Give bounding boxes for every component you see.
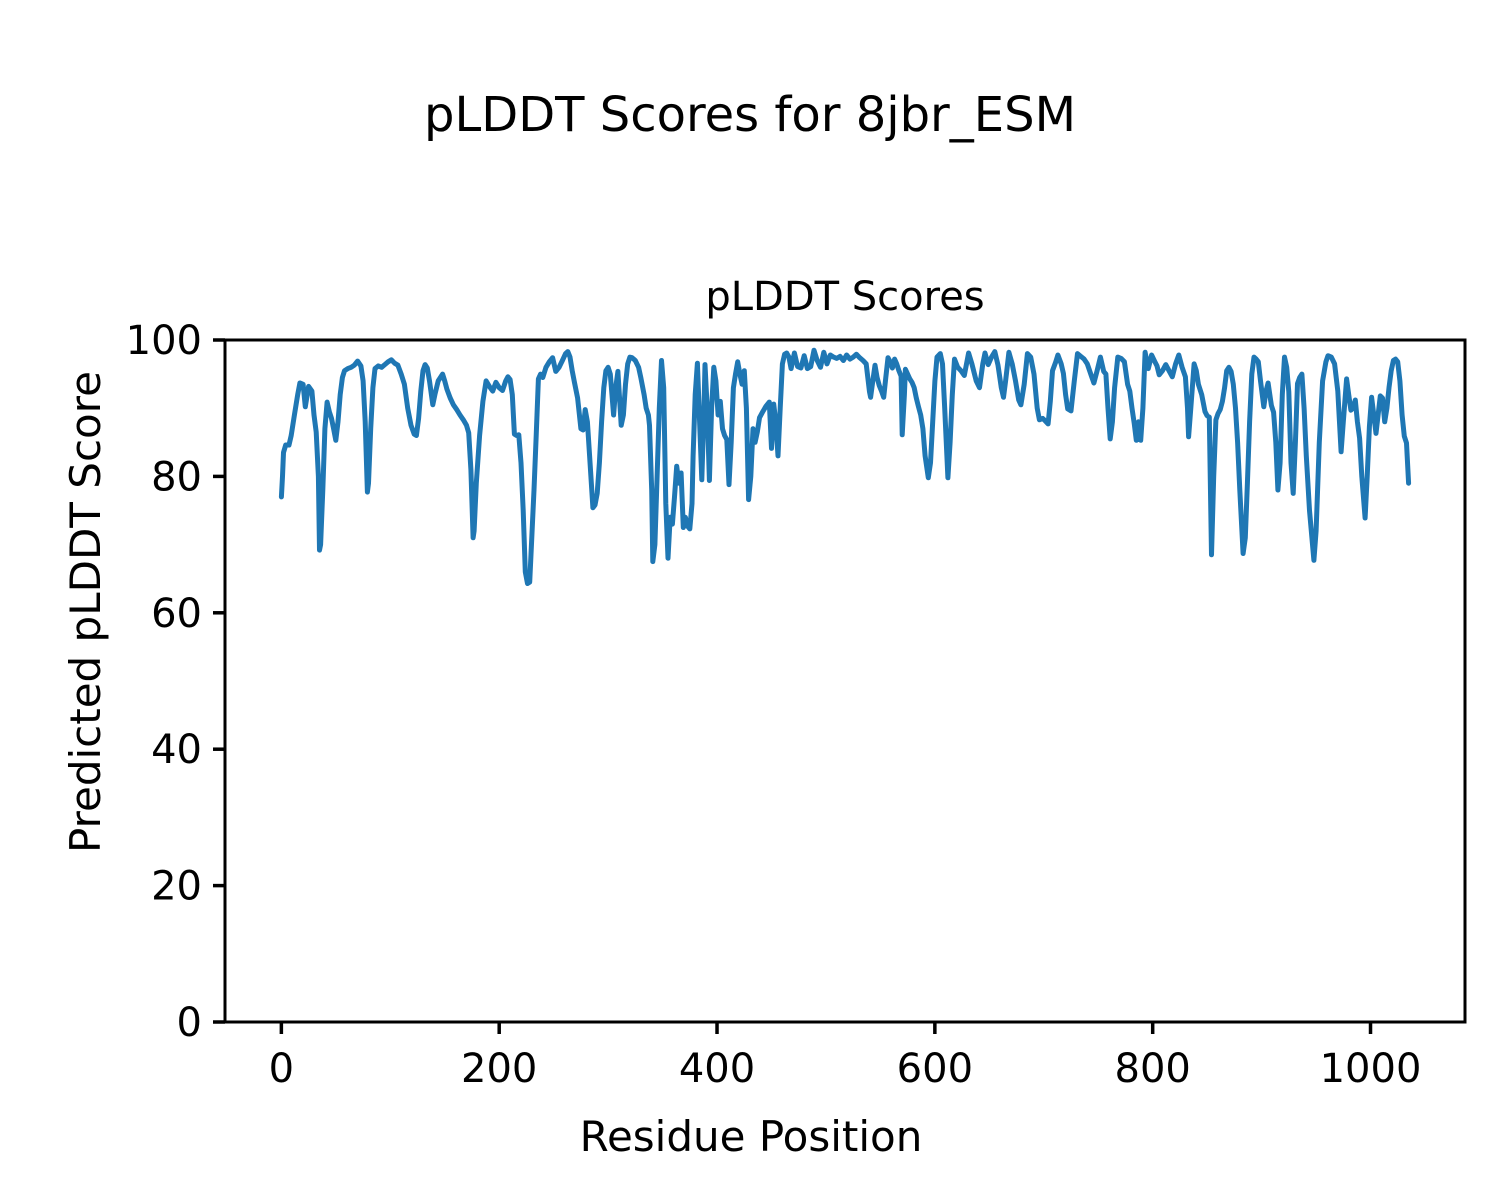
x-tick-label: 200 [461, 1046, 537, 1092]
x-axis-label: Residue Position [579, 1112, 923, 1161]
x-tick-label: 600 [897, 1046, 973, 1092]
axes-title: pLDDT Scores [705, 274, 985, 320]
y-tick-label: 20 [151, 864, 202, 910]
figure-title: pLDDT Scores for 8jbr_ESM [424, 87, 1076, 143]
axes-frame [223, 338, 1467, 1024]
x-tick-label: 400 [679, 1046, 755, 1092]
x-tick-label: 800 [1115, 1046, 1191, 1092]
y-tick-label: 100 [126, 318, 202, 364]
x-tick-label: 0 [269, 1046, 294, 1092]
y-tick-label: 0 [177, 1000, 202, 1046]
y-tick-label: 60 [151, 591, 202, 637]
y-tick-label: 40 [151, 727, 202, 773]
plddt-line [278, 347, 1412, 586]
y-tick-label: 80 [151, 454, 202, 500]
x-tick-label: 1000 [1320, 1046, 1422, 1092]
